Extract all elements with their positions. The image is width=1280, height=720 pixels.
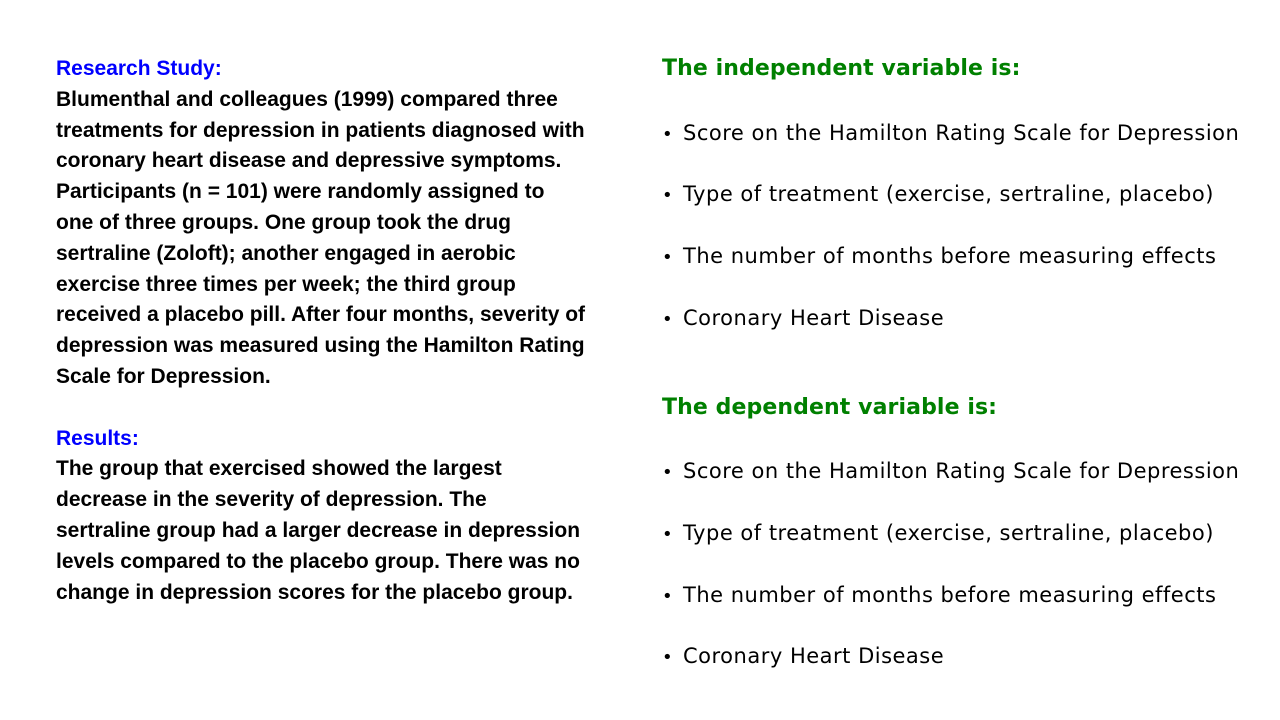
option-label: The number of months before measuring ef… <box>683 244 1217 268</box>
dependent-variable-heading: The dependent variable is: <box>662 395 998 420</box>
independent-variable-heading: The independent variable is: <box>662 56 1021 81</box>
bullet-icon: • <box>662 185 674 206</box>
bullet-icon: • <box>662 309 674 330</box>
dependent-option-coronary[interactable]: • Coronary Heart Disease <box>662 640 944 672</box>
dependent-option-months[interactable]: • The number of months before measuring e… <box>662 579 1216 611</box>
independent-option-coronary[interactable]: • Coronary Heart Disease <box>662 302 944 334</box>
independent-option-treatment-type[interactable]: • Type of treatment (exercise, sertraline… <box>662 178 1214 210</box>
bullet-icon: • <box>662 524 674 545</box>
option-label: Score on the Hamilton Rating Scale for D… <box>683 459 1240 483</box>
independent-option-months[interactable]: • The number of months before measuring e… <box>662 240 1216 272</box>
option-label: Type of treatment (exercise, sertraline,… <box>683 521 1214 545</box>
independent-option-hamilton-score[interactable]: • Score on the Hamilton Rating Scale for … <box>662 117 1239 149</box>
bullet-icon: • <box>662 247 674 268</box>
results-block: Results: The group that exercised showed… <box>56 424 586 609</box>
research-study-text: Blumenthal and colleagues (1999) compare… <box>56 87 586 388</box>
option-label: Coronary Heart Disease <box>683 644 945 668</box>
research-study-heading: Research Study: <box>56 57 222 80</box>
dependent-option-hamilton-score[interactable]: • Score on the Hamilton Rating Scale for … <box>662 455 1239 487</box>
dependent-option-treatment-type[interactable]: • Type of treatment (exercise, sertraline… <box>662 517 1214 549</box>
option-label: Type of treatment (exercise, sertraline,… <box>683 182 1214 206</box>
bullet-icon: • <box>662 647 674 668</box>
option-label: Score on the Hamilton Rating Scale for D… <box>683 121 1240 145</box>
study-panel: Research Study: Blumenthal and colleague… <box>56 54 586 608</box>
results-text: The group that exercised showed the larg… <box>56 457 581 604</box>
bullet-icon: • <box>662 586 674 607</box>
option-label: Coronary Heart Disease <box>683 306 945 330</box>
results-heading: Results: <box>56 426 139 450</box>
option-label: The number of months before measuring ef… <box>683 583 1217 607</box>
bullet-icon: • <box>662 124 674 145</box>
bullet-icon: • <box>662 462 674 483</box>
research-study-block: Research Study: Blumenthal and colleague… <box>56 54 586 393</box>
